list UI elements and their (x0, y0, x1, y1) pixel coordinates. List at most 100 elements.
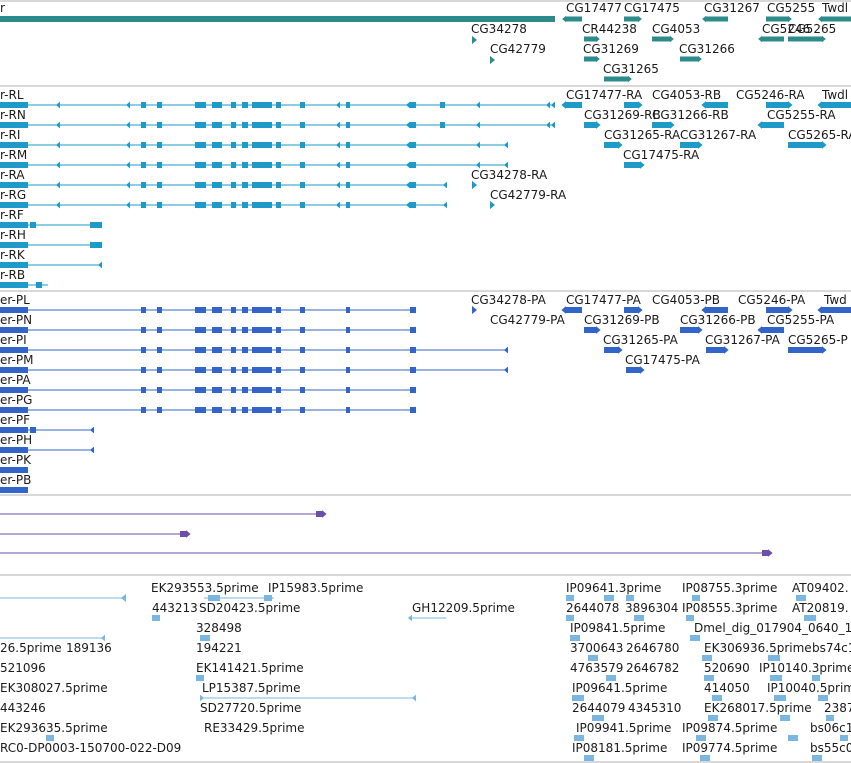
exon-block (231, 122, 236, 128)
feature-label: bs55c0 (810, 741, 851, 755)
exon-block (242, 347, 248, 353)
exon-block (141, 142, 146, 148)
feature-label: CG17475-RA (623, 148, 700, 162)
strand-arrow-left (406, 161, 410, 169)
exon-block (780, 715, 790, 721)
exon-block (0, 327, 28, 333)
strand-arrow-right (822, 346, 827, 354)
exon-block (242, 327, 248, 333)
exon-block (690, 635, 700, 641)
feature-label: 3896304 (625, 601, 678, 615)
exon-block (826, 715, 834, 721)
feature-label: er-PA (0, 373, 31, 387)
exon-block (652, 36, 670, 42)
strand-arrow-left (561, 306, 566, 314)
feature-label: 4763579 (570, 661, 623, 675)
exon-block (195, 142, 206, 148)
exon-block (0, 202, 28, 208)
feature-label: CG5265-P (788, 333, 848, 347)
exon-block (626, 367, 640, 373)
strand-arrow-left (196, 101, 200, 109)
feature-label: 2644079 (572, 701, 625, 715)
feature-label: CG31269-PB (584, 313, 660, 327)
exon-block (770, 675, 782, 681)
feature-label: r-RG (0, 188, 26, 202)
exon-block (626, 595, 634, 601)
exon-block (584, 36, 596, 42)
exon-block (604, 142, 618, 148)
strand-arrow-left (266, 201, 270, 209)
feature-label: r-RA (0, 168, 25, 182)
exon-block (796, 595, 806, 601)
exon-block (157, 122, 162, 128)
exon-block (606, 675, 616, 681)
strand-arrow-left (121, 593, 126, 603)
exon-block (588, 655, 598, 661)
strand-arrow-left (406, 181, 410, 189)
exon-block (276, 122, 281, 128)
exon-block (346, 387, 350, 393)
exon-block (195, 327, 206, 333)
feature-label: 443213 (152, 601, 198, 615)
exon-block (410, 142, 416, 148)
exon-block (231, 347, 236, 353)
strand-arrow-left (551, 101, 555, 109)
exon-block (706, 16, 728, 22)
strand-arrow-left (56, 161, 60, 169)
exon-block (766, 307, 788, 313)
feature-label: EK293553.5prime (151, 581, 259, 595)
feature-label: 194221 (196, 641, 242, 655)
exon-block (231, 182, 236, 188)
feature-label: CG31266 (679, 42, 735, 56)
strand-arrow-right (788, 15, 792, 23)
strand-arrow-right (628, 75, 632, 83)
exon-block (242, 202, 248, 208)
feature-label: CG42779 (490, 42, 546, 56)
exon-block (0, 427, 28, 433)
exon-block (157, 182, 162, 188)
exon-block (700, 755, 710, 761)
exon-block (231, 162, 236, 168)
exon-block (231, 102, 236, 108)
exon-block (300, 162, 305, 168)
exon-block (242, 367, 248, 373)
strand-arrow-left (56, 181, 60, 189)
strand-arrow-left (56, 141, 60, 149)
exon-block (157, 367, 162, 373)
strand-arrow-left (126, 201, 130, 209)
feature-label: er-PH (0, 433, 32, 447)
exon-block (252, 387, 272, 393)
exon-block (242, 142, 248, 148)
strand-arrow-right (472, 305, 477, 315)
strand-arrow-left (196, 141, 200, 149)
feature-label: bs74c1 (812, 641, 851, 655)
exon-block (46, 735, 54, 741)
feature-label: CG34278 (471, 22, 527, 36)
feature-label: CG17475 (624, 1, 680, 15)
feature-label: CG5246 (762, 22, 810, 36)
strand-arrow-right (670, 121, 675, 129)
exon-block (346, 327, 350, 333)
exon-block (195, 122, 206, 128)
exon-block (276, 102, 281, 108)
strand-arrow-left (757, 326, 762, 334)
feature-label: er-PL (0, 293, 30, 307)
exon-block (242, 102, 248, 108)
feature-label: IP08755.3prime (682, 581, 777, 595)
strand-arrow-right (200, 694, 204, 702)
feature-label: CG17477 (566, 1, 622, 15)
exon-block (346, 162, 350, 168)
feature-label: 328498 (196, 621, 242, 635)
strand-arrow-left (561, 101, 566, 109)
exon-block (157, 142, 162, 148)
feature-label: IP09774.5prime (682, 741, 777, 755)
exon-block (566, 307, 582, 313)
exon-block (346, 202, 350, 208)
feature-label: r-RM (0, 148, 27, 162)
exon-block (252, 162, 272, 168)
exon-block (410, 347, 416, 353)
exon-block (141, 307, 146, 313)
exon-block (195, 162, 206, 168)
feature-label: IP09874.5prime (682, 721, 777, 735)
feature-label: AT09402. (792, 581, 849, 595)
